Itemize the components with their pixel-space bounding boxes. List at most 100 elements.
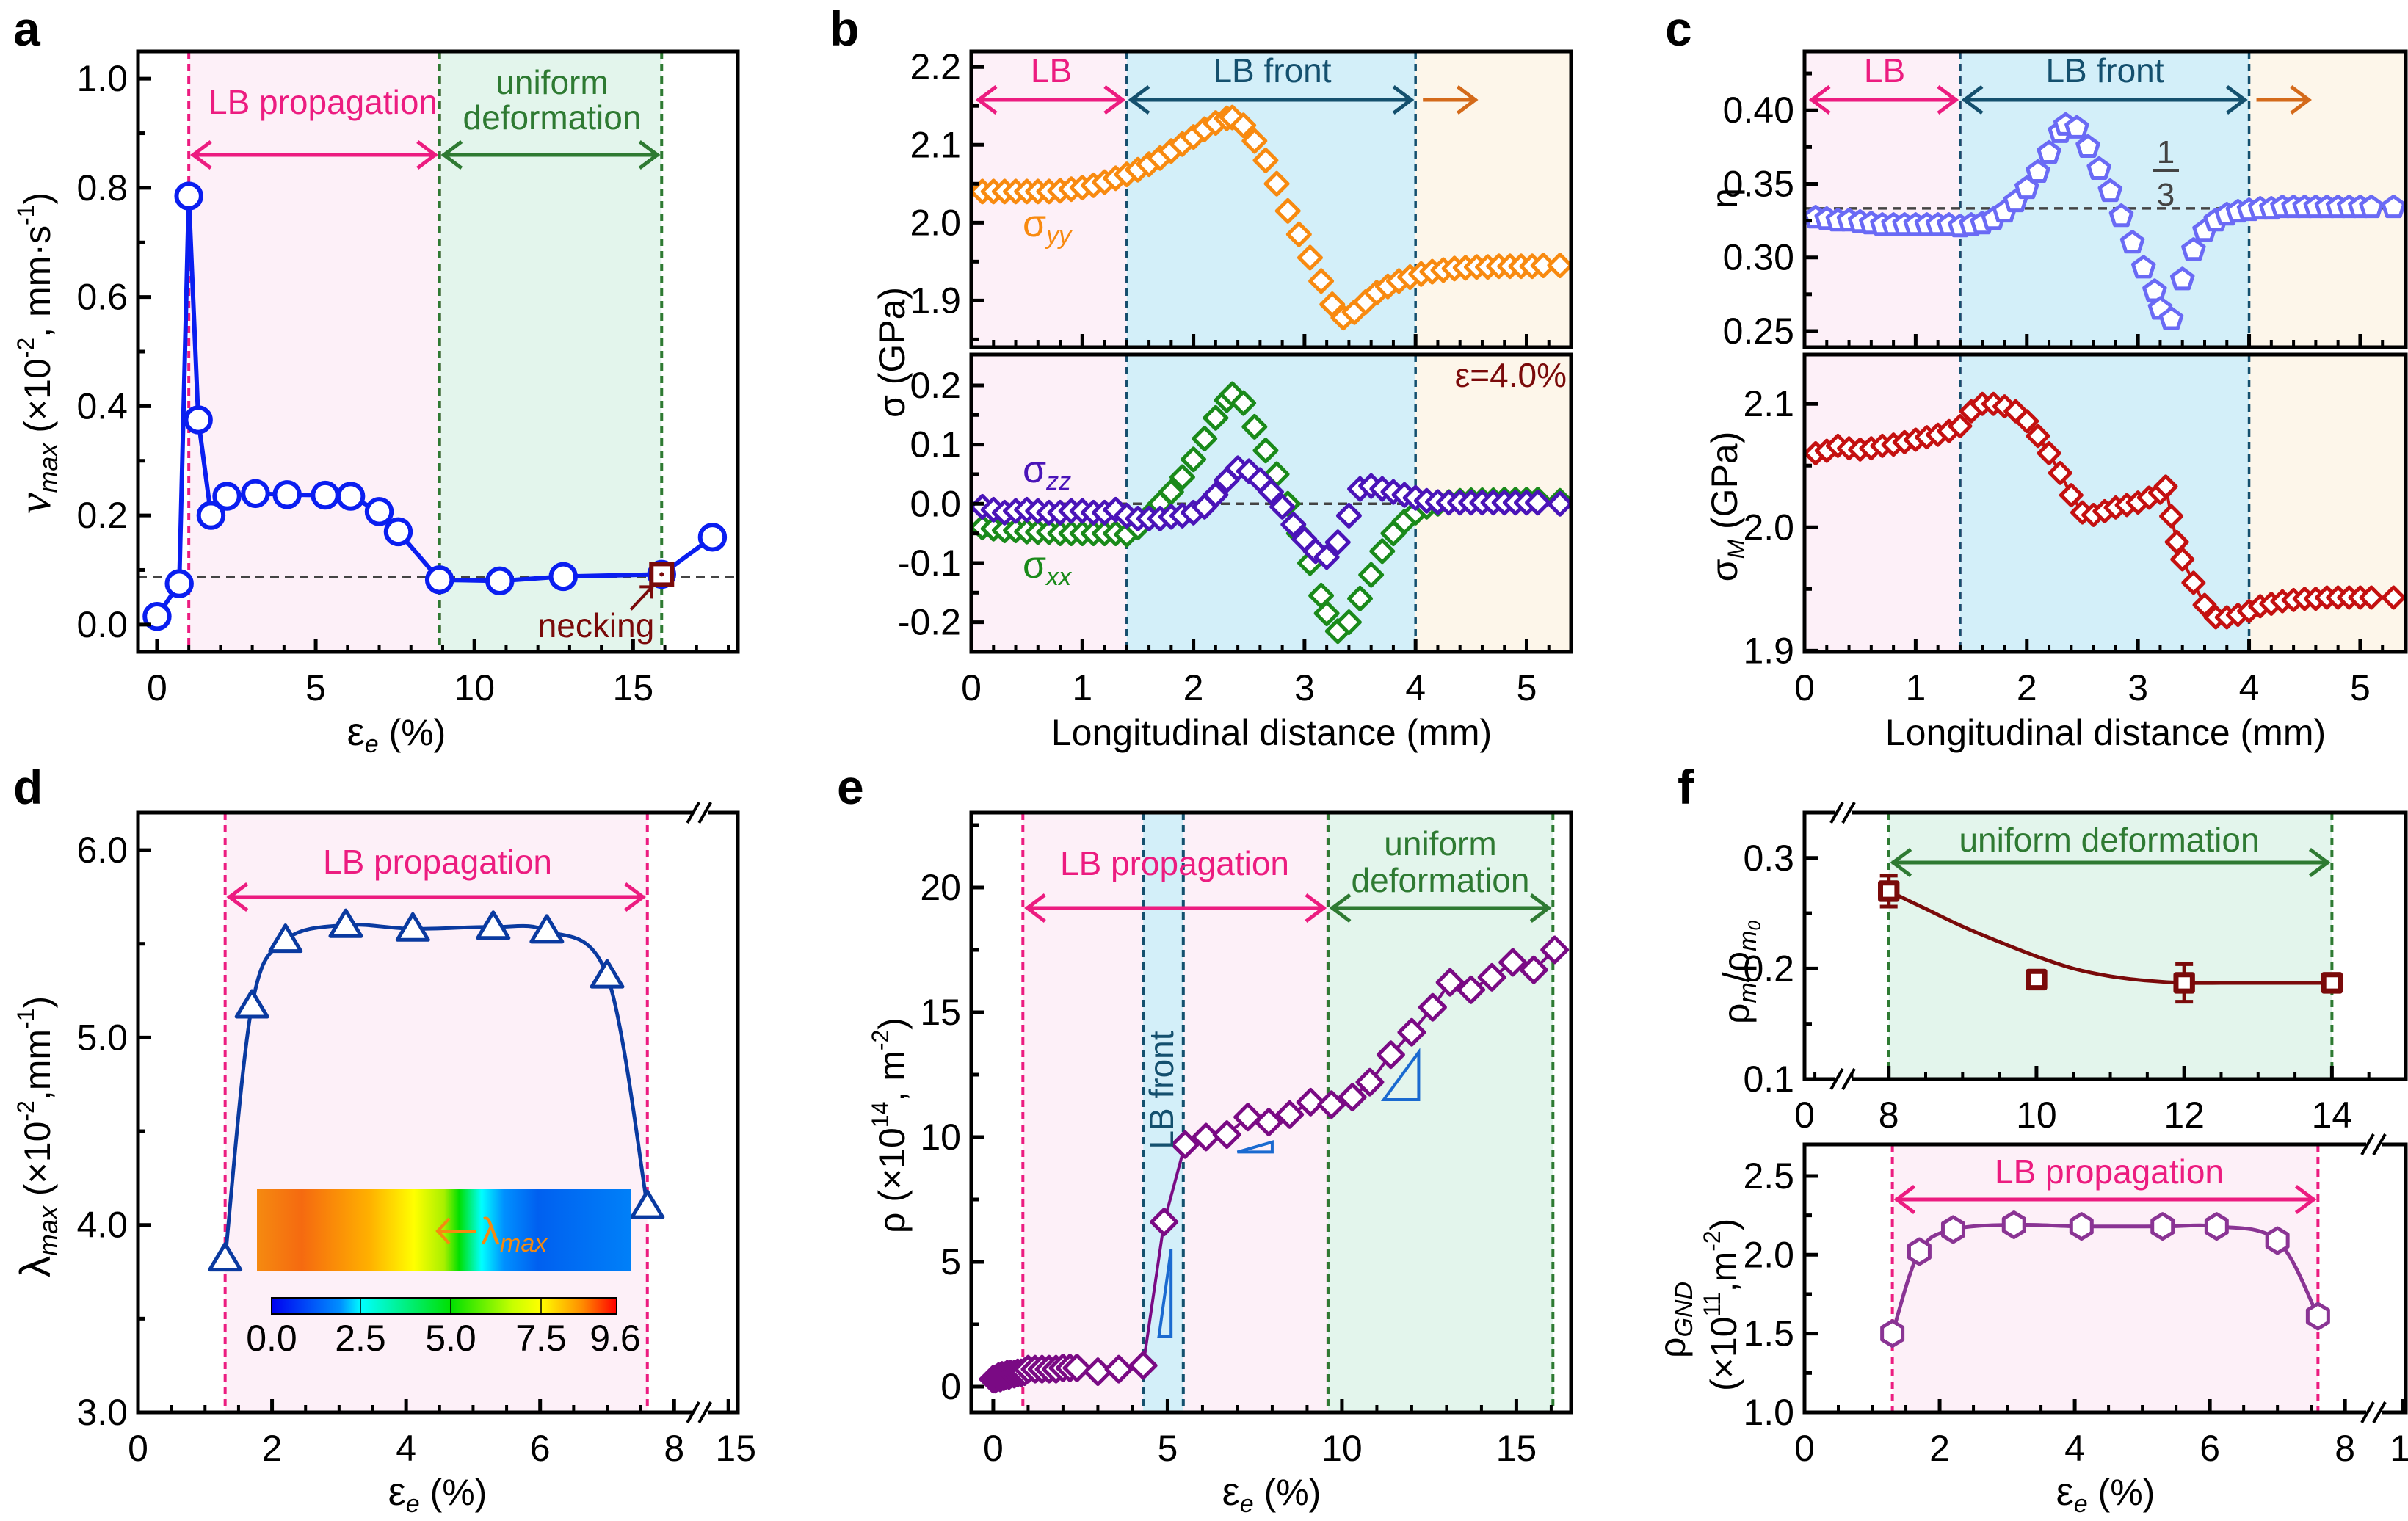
data-point [1324, 529, 1351, 556]
data-point [1547, 253, 1573, 279]
x-tick-label: 15 [1496, 1428, 1537, 1469]
arrow-uniform-deformation-head-left [440, 140, 463, 170]
data-point [1170, 1130, 1200, 1159]
data-point [2265, 1226, 2290, 1255]
axis-break-mark [2372, 1133, 2387, 1155]
region-label-lb-propagation-a: LB propagation [208, 83, 438, 121]
necking-arrow [629, 587, 653, 611]
x-tick-label: 8 [2335, 1428, 2355, 1469]
data-point [1181, 446, 1207, 473]
data-point [1280, 512, 1307, 538]
region-label-deformation-e: deformation [1352, 861, 1530, 899]
data-point [1252, 438, 1279, 464]
data-point [1940, 1215, 1965, 1244]
data-point [1275, 1100, 1305, 1129]
y-tick-label: 5.0 [76, 1017, 128, 1058]
ylabel-e: ρ (×1014, m-2) [867, 1017, 913, 1233]
x-tick-label: 2 [2017, 667, 2037, 708]
data-point [2381, 195, 2407, 219]
x-tick-label: 4 [2239, 667, 2260, 708]
axis-break-mark [2360, 1401, 2375, 1423]
data-point [328, 908, 363, 938]
data-point [2359, 585, 2384, 610]
ylabel-f-top: ρm/ρm0 [1716, 921, 1765, 1024]
data-point [2158, 306, 2184, 330]
slope-triangle-uniform [1380, 1048, 1421, 1101]
y-tick-label: 0.6 [76, 277, 128, 318]
y-tick-label: 0.1 [1743, 1059, 1794, 1100]
data-point [2059, 483, 2084, 508]
plot-frame [1802, 810, 2408, 1081]
y-tick-label: 6.0 [76, 830, 128, 871]
arrow-lb-front-head-left [1961, 85, 1984, 115]
arrow-uniform-deformation-head-right [2308, 848, 2331, 877]
region-label-lb-c: LB [1864, 51, 1905, 90]
x-tick-label: 0 [1794, 1428, 1815, 1469]
arrow-uniform-deformation-head-right [1529, 893, 1552, 923]
data-point [1457, 975, 1486, 1004]
x-tick-label: 5 [305, 667, 326, 708]
x-tick-label: 0 [1794, 667, 1815, 708]
xlabel-c: Longitudinal distance (mm) [1885, 712, 2326, 753]
data-point [1285, 221, 1312, 247]
x-tick-label: 0 [1794, 1095, 1815, 1136]
x-tick-label: 14 [2312, 1095, 2353, 1136]
plot-frame [136, 810, 740, 1415]
plot-frame [1802, 1142, 2408, 1415]
slope-triangle-lb-front [1157, 1249, 1173, 1338]
data-point [1347, 585, 1374, 611]
y-tick-label: 2.1 [1743, 383, 1794, 424]
data-point [476, 910, 511, 940]
data-point [1547, 490, 1573, 517]
arrow-lb-head-left [1808, 85, 1831, 115]
data-point [1907, 1237, 1932, 1266]
region-label-lb-front-c: LB front [2045, 51, 2164, 90]
axis-break-mark [1829, 1068, 1844, 1090]
axis-break-mark [686, 802, 700, 824]
necking-arrow-head [639, 585, 654, 599]
data-point [697, 523, 728, 552]
arrow-lb-propagation-head-right [2294, 1185, 2317, 1214]
y-tick-label: 0.3 [1743, 838, 1794, 879]
data-point [1313, 600, 1340, 627]
x-tick-label: 0 [961, 667, 982, 708]
data-point [164, 569, 194, 598]
y-tick-label: -0.2 [898, 602, 961, 643]
axis-break-mark [697, 1401, 712, 1423]
data-point [2037, 139, 2061, 164]
colorbar [271, 1297, 617, 1315]
axis-break-mark [697, 802, 712, 824]
region-label-uniform-e: uniform [1384, 824, 1496, 863]
data-point [241, 479, 270, 509]
data-point [1880, 1319, 1905, 1348]
slope-triangle-lb-propagation [1236, 1140, 1274, 1154]
region-green [1327, 813, 1553, 1412]
data-point [1335, 502, 1362, 529]
arrow-uniform-deformation-head-left [1890, 848, 1912, 877]
data-point [1948, 413, 1973, 438]
x-tick-label: 2 [262, 1428, 283, 1469]
data-point [1212, 1120, 1241, 1150]
plot-frames: 0.00.20.40.60.81.00 5 10 151.92.02.12.2-0.2… [76, 46, 2408, 1469]
y-tick-label: 20 [920, 867, 961, 908]
data-point [1258, 479, 1284, 505]
x-tick-label: 4 [1405, 667, 1426, 708]
data-point [1317, 1090, 1346, 1119]
x-tick-label: 6 [2200, 1428, 2220, 1469]
data-point [2064, 115, 2089, 139]
arrow-uniform-deformation-head-right [638, 140, 661, 170]
region-pink [1805, 51, 1960, 347]
arrow-uniform-deformation-head-left [1329, 893, 1352, 923]
x-tick-label: 1 [1072, 667, 1092, 708]
series-fit-curve [1887, 889, 2332, 985]
region-label-lb-propagation-d: LB propagation [323, 843, 552, 881]
arrow-lb-head-right [1937, 85, 1959, 115]
data-point [2181, 237, 2206, 261]
arrow-lb-propagation-head-left [189, 140, 212, 170]
x-tick-label: 2 [1183, 667, 1204, 708]
x-tick-label: 10 [1321, 1428, 1363, 1469]
data-point [311, 480, 340, 510]
data-point [1498, 948, 1528, 977]
necking-point-dot [659, 572, 664, 577]
